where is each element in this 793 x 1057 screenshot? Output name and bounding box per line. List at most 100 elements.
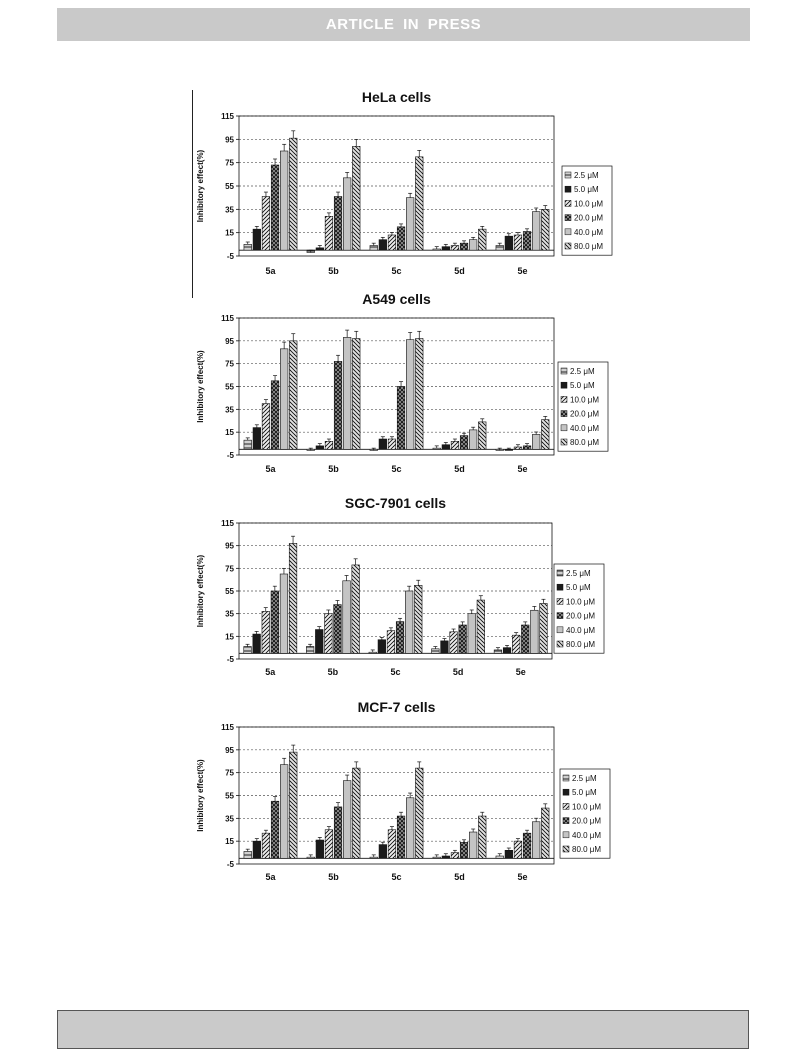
category-label: 5a bbox=[265, 872, 276, 882]
bar bbox=[270, 590, 279, 654]
legend-swatch bbox=[562, 803, 570, 810]
category-label: 5d bbox=[454, 266, 465, 276]
bar bbox=[252, 840, 261, 859]
bar bbox=[342, 580, 351, 654]
bar bbox=[432, 447, 441, 450]
bar bbox=[441, 855, 450, 859]
bar bbox=[343, 337, 352, 450]
legend-label: 2.5 μM bbox=[574, 171, 599, 180]
bar bbox=[541, 419, 550, 450]
bar bbox=[478, 421, 487, 450]
legend-label: 10.0 μM bbox=[574, 199, 603, 208]
legend-swatch bbox=[562, 774, 570, 782]
bar bbox=[289, 137, 298, 251]
legend-box bbox=[561, 165, 613, 256]
bar bbox=[440, 640, 449, 654]
bar bbox=[369, 856, 378, 859]
bar bbox=[378, 438, 387, 450]
bar bbox=[532, 211, 541, 251]
chart-a549: A549 cells 115 95 75 55 35 15 -5 Inhibitory effe… bbox=[196, 291, 609, 474]
bar bbox=[324, 829, 334, 859]
y-tick-label: 95 bbox=[225, 542, 234, 551]
bar bbox=[521, 624, 530, 654]
legend-label: 80.0 μM bbox=[570, 438, 599, 447]
bar bbox=[352, 338, 361, 450]
y-tick-label: 55 bbox=[225, 182, 234, 191]
legend-label: 5.0 μM bbox=[574, 185, 599, 194]
bar bbox=[280, 348, 289, 450]
category-label: 5b bbox=[328, 872, 339, 882]
category-label: 5d bbox=[453, 667, 464, 677]
bar bbox=[504, 850, 513, 859]
bar bbox=[513, 840, 523, 859]
bar bbox=[368, 651, 377, 654]
legend-label: 80.0 μM bbox=[572, 845, 601, 854]
y-tick-label: -5 bbox=[227, 860, 235, 869]
legend-swatch bbox=[564, 214, 572, 221]
bar bbox=[406, 797, 415, 859]
bar bbox=[270, 164, 280, 251]
category-label: 5c bbox=[391, 872, 401, 882]
legend-swatch bbox=[560, 367, 568, 375]
bar bbox=[441, 246, 450, 251]
legend-label: 5.0 μM bbox=[570, 381, 595, 390]
bar bbox=[387, 438, 397, 450]
chart-title: MCF-7 cells bbox=[358, 699, 436, 715]
legend-label: 2.5 μM bbox=[572, 774, 597, 783]
legend-label: 40.0 μM bbox=[570, 424, 599, 433]
y-tick-label: 115 bbox=[221, 112, 234, 121]
bar bbox=[530, 609, 539, 654]
legend-label: 2.5 μM bbox=[566, 569, 591, 578]
bar bbox=[333, 604, 342, 654]
chart-hela: HeLa cells 115 95 75 55 35 15 -5 Inhibitory effe… bbox=[196, 89, 613, 276]
bar bbox=[378, 239, 387, 251]
bar bbox=[252, 228, 261, 251]
bar bbox=[315, 839, 324, 859]
category-label: 5c bbox=[391, 464, 401, 474]
bar bbox=[396, 386, 406, 450]
bar bbox=[387, 234, 397, 251]
bar bbox=[522, 832, 532, 859]
category-label: 5a bbox=[265, 667, 276, 677]
legend-label: 5.0 μM bbox=[572, 788, 597, 797]
legend-label: 10.0 μM bbox=[572, 802, 601, 811]
bar bbox=[315, 445, 324, 450]
y-tick-label: 35 bbox=[225, 610, 234, 619]
bar bbox=[315, 629, 324, 654]
bar bbox=[539, 603, 548, 654]
legend-swatch bbox=[560, 424, 568, 432]
legend-label: 40.0 μM bbox=[574, 228, 603, 237]
category-label: 5b bbox=[328, 667, 339, 677]
legend-swatch bbox=[564, 185, 572, 193]
footer-bar bbox=[57, 1010, 749, 1049]
bar bbox=[270, 380, 280, 450]
bar bbox=[406, 197, 415, 251]
legend-label: 20.0 μM bbox=[574, 214, 603, 223]
category-label: 5d bbox=[454, 464, 465, 474]
bar bbox=[261, 832, 271, 859]
bar bbox=[512, 634, 521, 654]
bar bbox=[541, 209, 550, 251]
legend-label: 80.0 μM bbox=[566, 640, 595, 649]
bar bbox=[469, 239, 478, 251]
bar bbox=[450, 852, 460, 859]
bar bbox=[324, 441, 334, 450]
bar bbox=[459, 842, 469, 859]
bar bbox=[280, 150, 289, 251]
bar bbox=[252, 427, 261, 450]
y-tick-label: 55 bbox=[225, 792, 234, 801]
legend-swatch bbox=[564, 200, 572, 207]
bar bbox=[243, 244, 252, 251]
category-label: 5c bbox=[391, 266, 401, 276]
legend-label: 5.0 μM bbox=[566, 583, 591, 592]
chart-mcf7: MCF-7 cells 115 95 75 55 35 15 -5 Inhibitory eff… bbox=[196, 699, 611, 882]
y-tick-label: 115 bbox=[221, 519, 234, 528]
y-tick-label: 35 bbox=[225, 814, 234, 823]
legend-swatch bbox=[560, 381, 568, 389]
bar bbox=[450, 441, 460, 450]
legend-label: 40.0 μM bbox=[572, 831, 601, 840]
y-tick-label: 55 bbox=[225, 587, 234, 596]
bar bbox=[352, 146, 361, 251]
chart-title: SGC-7901 cells bbox=[345, 495, 446, 511]
y-tick-label: 15 bbox=[225, 632, 234, 641]
